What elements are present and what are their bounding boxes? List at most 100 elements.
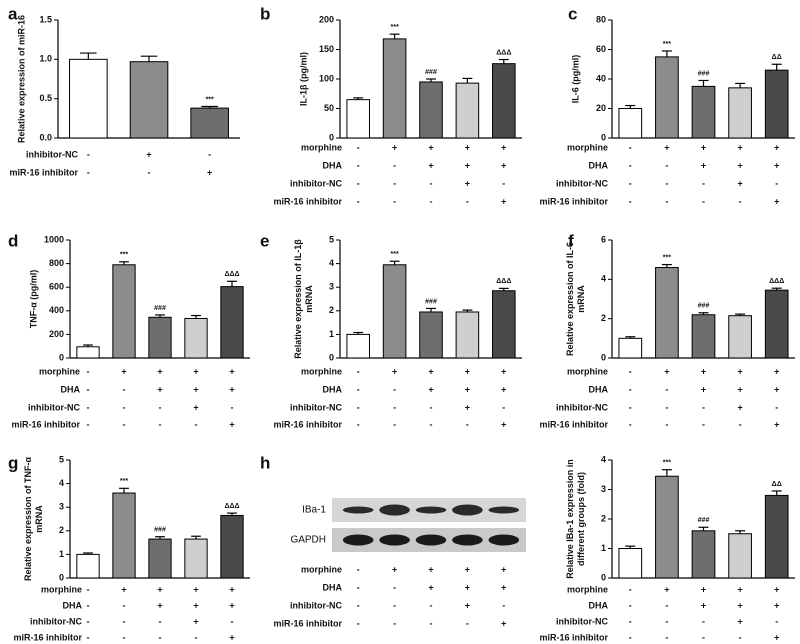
condition-name: DHA	[323, 160, 343, 170]
condition-sign: -	[87, 419, 90, 429]
blot-band	[488, 534, 520, 546]
condition-sign: +	[465, 600, 470, 610]
condition-sign: +	[501, 196, 506, 206]
significance-label: ###	[154, 305, 166, 312]
condition-sign: -	[393, 160, 396, 170]
y-tick-label: 5	[329, 234, 334, 244]
condition-sign: -	[357, 178, 360, 188]
bar	[69, 58, 108, 139]
bar	[655, 475, 679, 579]
blot-band	[415, 506, 447, 514]
condition-sign: -	[123, 402, 126, 412]
y-tick-label: 2	[601, 513, 606, 523]
condition-sign: -	[739, 419, 742, 429]
condition-sign: +	[428, 384, 433, 394]
condition-sign: +	[229, 366, 234, 376]
condition-sign: -	[629, 419, 632, 429]
condition-sign: +	[664, 142, 669, 152]
condition-sign: +	[465, 178, 470, 188]
bar	[618, 337, 643, 359]
significance-label: ***	[120, 478, 128, 485]
y-tick-label: 1.0	[39, 54, 52, 64]
condition-sign: +	[193, 384, 198, 394]
condition-name: DHA	[61, 384, 81, 394]
condition-name: DHA	[589, 600, 609, 610]
condition-sign: -	[702, 402, 705, 412]
bar	[184, 317, 208, 359]
condition-sign: -	[775, 178, 778, 188]
condition-sign: -	[665, 384, 668, 394]
y-tick-label: 1	[59, 549, 64, 559]
y-axis-label: Relative expression of IL-6	[565, 242, 575, 356]
condition-sign: -	[357, 419, 360, 429]
significance-label: ***	[391, 251, 399, 258]
band-label: IBa-1	[302, 505, 326, 516]
y-tick-label: 150	[319, 44, 334, 54]
condition-sign: -	[629, 366, 632, 376]
y-tick-label: 20	[596, 103, 606, 113]
y-axis-label: IL-6 (pg/ml)	[570, 55, 580, 104]
condition-sign: +	[774, 160, 779, 170]
condition-sign: +	[121, 366, 126, 376]
condition-sign: -	[466, 618, 469, 628]
condition-sign: -	[393, 419, 396, 429]
condition-sign: -	[159, 402, 162, 412]
condition-sign: +	[737, 178, 742, 188]
condition-sign: +	[501, 564, 506, 574]
y-tick-label: 60	[596, 44, 606, 54]
condition-sign: +	[392, 142, 397, 152]
condition-sign: -	[702, 632, 705, 642]
condition-sign: -	[87, 149, 90, 159]
condition-name: miR-16 inhibitor	[273, 419, 342, 429]
condition-name: morphine	[301, 564, 342, 574]
condition-sign: -	[466, 419, 469, 429]
condition-name: DHA	[323, 384, 343, 394]
condition-name: inhibitor-NC	[556, 402, 608, 412]
bar	[455, 82, 480, 139]
y-axis-label: TNF-α (pg/ml)	[28, 270, 38, 329]
bar	[455, 311, 480, 359]
condition-sign: +	[701, 584, 706, 594]
condition-sign: +	[428, 160, 433, 170]
significance-label: ΔΔΔ	[224, 503, 239, 510]
condition-name: miR-16 inhibitor	[273, 196, 342, 206]
significance-label: ***	[663, 460, 671, 467]
bar	[184, 538, 208, 579]
condition-sign: +	[737, 402, 742, 412]
condition-sign: -	[629, 632, 632, 642]
condition-name: miR-16 inhibitor	[9, 167, 78, 177]
condition-sign: +	[501, 160, 506, 170]
bar	[382, 264, 407, 359]
condition-sign: +	[701, 366, 706, 376]
condition-sign: +	[774, 419, 779, 429]
blot-band	[488, 506, 520, 514]
panel-letter: f	[568, 231, 574, 250]
y-tick-label: 2	[59, 525, 64, 535]
condition-sign: +	[465, 366, 470, 376]
condition-name: inhibitor-NC	[556, 616, 608, 626]
condition-name: morphine	[301, 142, 342, 152]
condition-sign: -	[629, 196, 632, 206]
condition-sign: -	[357, 618, 360, 628]
y-tick-label: 1.5	[39, 14, 52, 24]
condition-sign: -	[665, 178, 668, 188]
condition-sign: -	[430, 196, 433, 206]
y-tick-label: 600	[49, 282, 64, 292]
blot-band	[379, 504, 410, 516]
y-tick-label: 200	[49, 329, 64, 339]
condition-sign: -	[123, 419, 126, 429]
condition-sign: +	[737, 142, 742, 152]
y-tick-label: 1000	[44, 234, 64, 244]
y-tick-label: 0	[601, 132, 606, 142]
condition-sign: -	[87, 600, 90, 610]
condition-name: miR-16 inhibitor	[539, 196, 608, 206]
significance-label: ΔΔΔ	[224, 271, 239, 278]
y-tick-label: 3	[59, 502, 64, 512]
panel-letter: h	[260, 453, 270, 472]
bar	[655, 56, 679, 139]
condition-sign: -	[629, 178, 632, 188]
blot-band	[342, 506, 374, 514]
condition-sign: +	[229, 600, 234, 610]
bar	[112, 264, 136, 359]
condition-sign: +	[157, 600, 162, 610]
